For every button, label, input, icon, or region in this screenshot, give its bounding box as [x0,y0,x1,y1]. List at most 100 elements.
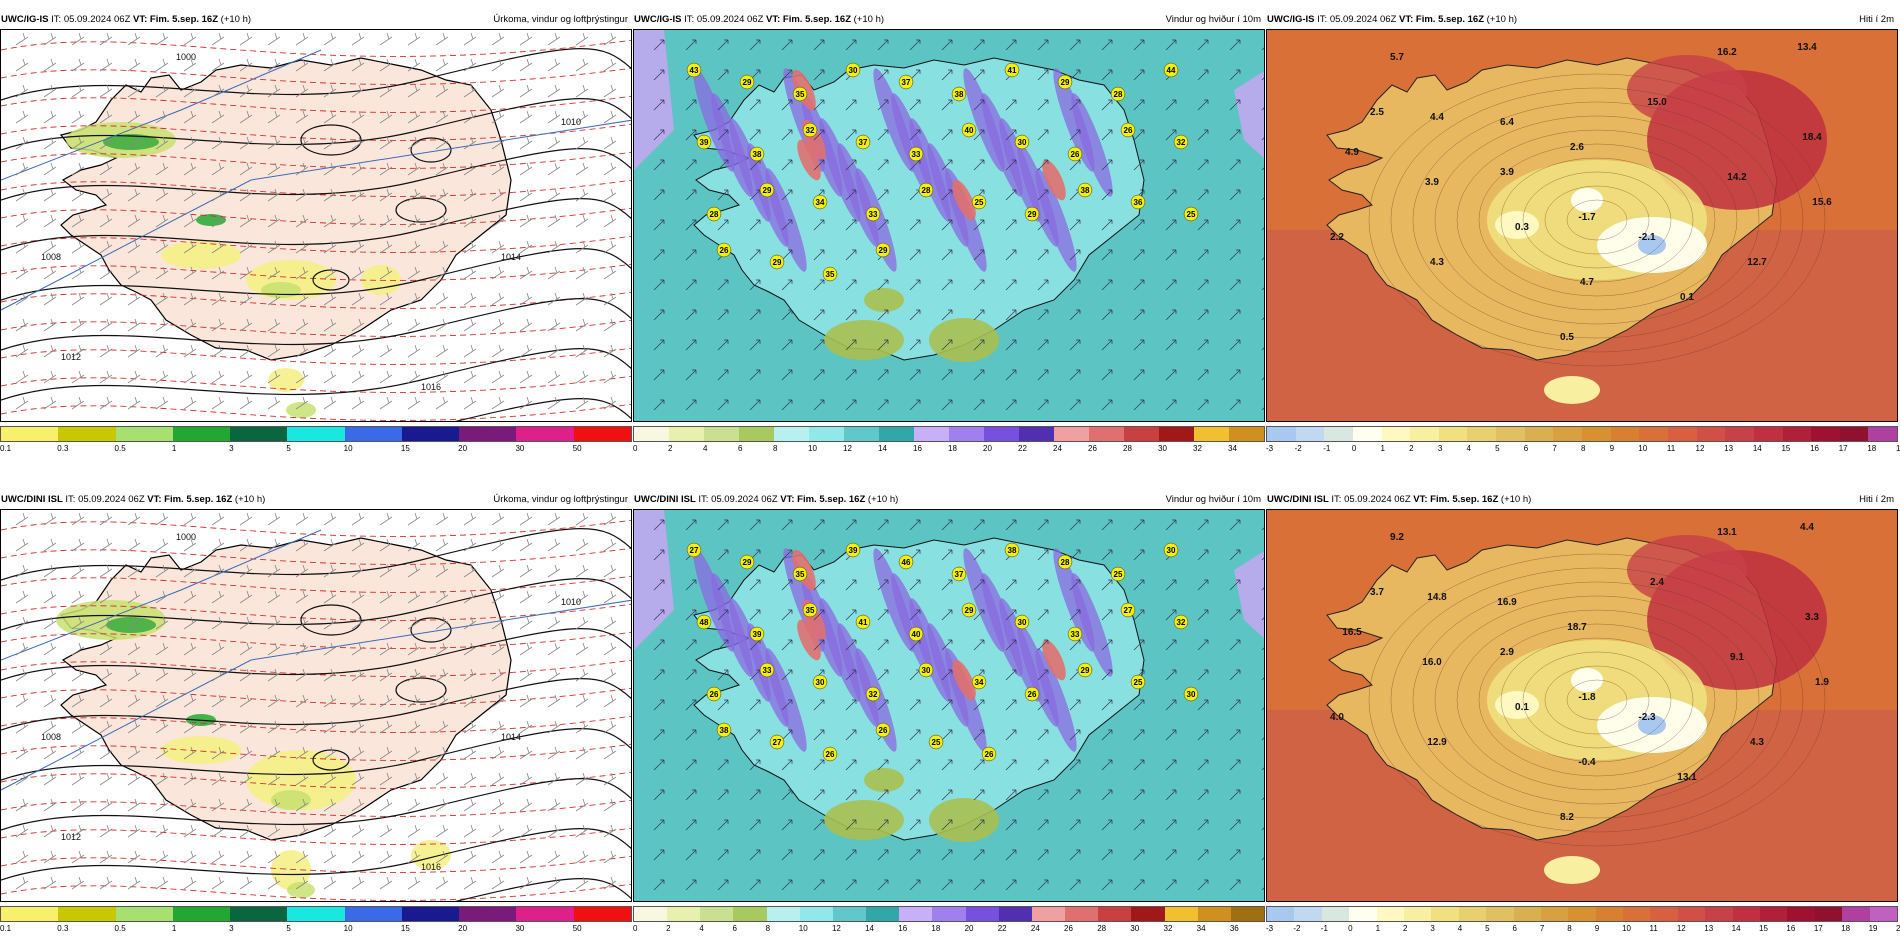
colorbar-segment [914,427,949,441]
svg-text:36: 36 [1134,198,1143,207]
temperature-label: 13.1 [1717,527,1737,538]
gust-label: 30 [1183,686,1199,702]
isobar-label: 1010 [561,117,581,127]
temperature-label: 0.1 [1515,702,1529,713]
colorbar-segment [1540,907,1569,921]
colorbar-segment [1787,907,1815,921]
colorbar-tick: 6 [1523,444,1529,453]
temperature-label: -2.1 [1638,232,1656,243]
colorbar-segment [1513,907,1541,921]
svg-text:29: 29 [743,558,752,567]
colorbar-segment [1595,907,1624,921]
panel-header: UWC/IG-IS IT: 05.09.2024 06Z VT: Fim. 5.… [633,12,1265,27]
gust-label: 39 [845,542,861,558]
panel-precip-top: UWC/IG-IS IT: 05.09.2024 06Z VT: Fim. 5.… [0,12,632,472]
temperature-label: 4.4 [1800,522,1814,533]
svg-text:30: 30 [849,66,858,75]
gust-label: 34 [812,194,828,210]
map-wind[interactable]: 27 29 35 39 46 37 38 28 25 30 48 39 35 41 40 29 30 33 27 32… [633,509,1265,902]
isobar-label: 1000 [176,532,196,542]
colorbar-tick: 8 [765,924,771,933]
colorbar-tick: 7 [1539,924,1545,933]
temperature-label: 9.1 [1730,652,1744,663]
colorbar-tick: 2 [1409,444,1414,453]
colorbar-segment [1,907,59,921]
isobar-label: 1012 [61,832,81,842]
temperature-label: 3.9 [1500,167,1514,178]
gust-label: 26 [1120,122,1136,138]
gust-label: 29 [739,74,755,90]
map-precip[interactable]: 1000 1008 1010 1012 1014 1016 [0,29,632,422]
colorbar-segment [1376,907,1404,921]
vt-label: VT: [147,494,162,505]
svg-text:39: 39 [753,630,762,639]
colorbar-tick: 15 [1781,444,1791,453]
colorbar-tick: 22 [1018,444,1027,453]
colorbar-segment [634,907,668,921]
model-name: UWC/IG-IS [1267,14,1315,25]
colorbar-segment [1019,427,1054,441]
colorbar-segment [459,427,517,441]
colorbar-segment [774,427,809,441]
colorbar-tick: 16 [913,444,922,453]
init-time: 05.09.2024 06Z [1329,14,1397,25]
svg-text:25: 25 [1187,210,1196,219]
colorbar-segment [669,427,704,441]
colorbar-segment [1159,427,1194,441]
lead-time: (+10 h) [1500,494,1532,505]
colorbar-tick: 3 [229,444,234,453]
colorbar-segment [1732,907,1761,921]
colorbar-tick: 28 [1097,924,1107,933]
map-temp[interactable]: 9.2 13.1 4.4 3.7 14.8 16.9 2.4 16.5 18.7 3.3 16.0 2… [1266,509,1898,902]
colorbar-segment [401,907,460,921]
svg-text:29: 29 [1081,666,1090,675]
gust-label: 40 [961,122,977,138]
colorbar-tick: 0.3 [57,444,69,453]
isobar-label: 1010 [561,597,581,607]
temperature-label: 6.4 [1500,117,1514,128]
isobar-label: 1008 [41,732,61,742]
temperature-label: 0.5 [1560,332,1574,343]
svg-text:28: 28 [922,186,931,195]
colorbar-segment [1324,427,1353,441]
temperature-label: 12.7 [1747,257,1767,268]
map-wind[interactable]: 43 29 35 30 37 38 41 29 28 44 39 38 32 37 33 40 30 26 26 32… [633,29,1265,422]
colorbar-tick: 34 [1196,924,1206,933]
panel-precip-bottom: UWC/DINI ISL IT: 05.09.2024 06Z VT: Fim.… [0,492,632,952]
colorbar-segment [1458,907,1487,921]
colorbar-segment [1842,907,1870,921]
colorbar-segment [1650,907,1678,921]
colorbar-tick: -1 [1320,924,1328,933]
colorbar-tick: 9 [1609,444,1615,453]
map-precip[interactable]: 1000 1008 1010 1012 1014 1016 [0,509,632,902]
model-name: UWC/DINI ISL [1,494,63,505]
gust-label: 41 [1004,62,1020,78]
colorbar [633,906,1265,922]
colorbar-segment [634,427,669,441]
colorbar-tick: 5 [1485,924,1490,933]
colorbar-tick: 26 [1064,924,1073,933]
colorbar-segment [172,427,231,441]
gust-label: 37 [951,566,967,582]
colorbar-segment [1868,427,1898,441]
valid-time: Fim. 5.sep. 16Z [164,494,233,505]
colorbar-segment [1705,907,1733,921]
gust-label: 30 [812,674,828,690]
colorbar-tick: -2 [1293,924,1301,933]
map-temp[interactable]: 5.7 16.2 13.4 2.5 4.4 6.4 15.0 4.9 2.6 18.4 3.9 3.9… [1266,29,1898,422]
colorbar-segment [1438,427,1468,441]
svg-text:26: 26 [1124,126,1133,135]
temperature-label: 3.3 [1805,612,1819,623]
gust-label: 37 [898,74,914,90]
svg-text:38: 38 [1008,546,1017,555]
colorbar-segment [1496,427,1525,441]
gust-label: 30 [1163,542,1179,558]
temperature-label: 5.7 [1390,52,1404,63]
vt-label: VT: [1399,14,1414,25]
gust-label: 27 [1120,602,1136,618]
lead-time: (+10 h) [853,14,885,25]
colorbar-segment [733,907,767,921]
colorbar-tick: 0 [1348,924,1353,933]
svg-text:38: 38 [955,90,964,99]
colorbar-segment [401,427,460,441]
